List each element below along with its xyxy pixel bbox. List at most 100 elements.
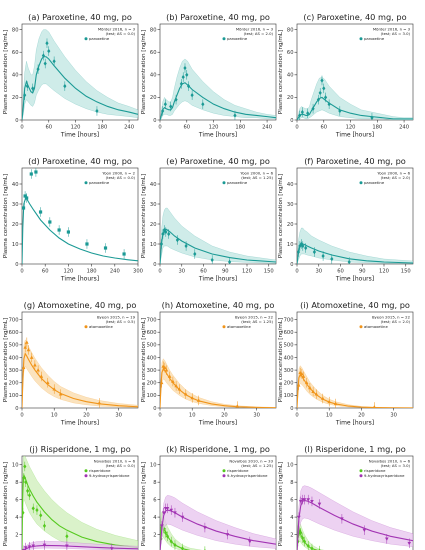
axes-frame xyxy=(21,167,139,265)
y-tick-label: 80 xyxy=(287,27,294,33)
data-point xyxy=(311,106,315,111)
x-tick-label: 0 xyxy=(158,125,161,131)
prediction-band-paroxetine xyxy=(297,76,413,120)
data-point xyxy=(333,401,338,405)
x-tick-label: 120 xyxy=(63,269,73,275)
legend-note: (test; AS = 0.5) xyxy=(106,319,136,324)
legend-marker xyxy=(359,181,363,185)
data-point xyxy=(31,506,35,511)
data-point xyxy=(161,511,166,515)
data-point xyxy=(23,92,27,98)
plot-area xyxy=(160,207,276,264)
prediction-band-9-hydroxyrisperidone xyxy=(297,485,413,550)
y-tick-label: 4 xyxy=(153,515,157,521)
legend-entry: paroxetine xyxy=(227,180,248,185)
y-tick-label: 8 xyxy=(15,480,18,486)
panel-title: (h) Atomoxetine, 40 mg, po xyxy=(162,300,275,310)
data-point xyxy=(301,243,305,249)
x-tick-label: 240 xyxy=(399,125,409,131)
data-point xyxy=(45,380,50,385)
y-axis-label: Plasma concentration [ng/mL] xyxy=(3,174,9,258)
legend-note: (test; AS = 0.0) xyxy=(106,463,136,468)
plot-area xyxy=(297,227,413,264)
x-tick-label: 0 xyxy=(158,269,161,275)
data-point xyxy=(48,220,52,224)
legend-source: Mörder 2016, n = 3 xyxy=(236,27,274,32)
y-tick-label: 8 xyxy=(153,480,156,486)
plot-area xyxy=(160,358,276,408)
x-tick-label: 240 xyxy=(110,269,120,275)
y-tick-label: 30 xyxy=(150,202,157,208)
legend-source: Byeon 2015, n = 19 xyxy=(97,315,136,320)
y-tick-label: 60 xyxy=(287,50,294,56)
legend-marker xyxy=(222,37,226,41)
panel-title: (l) Risperidone, 1 mg, po xyxy=(304,444,405,454)
plot-area xyxy=(297,75,413,120)
data-point xyxy=(174,97,178,102)
y-tick-label: 100 xyxy=(284,393,294,399)
data-point xyxy=(308,385,312,390)
legend: Yoon 2000, n = 2(test; AS = 0.0)paroxeti… xyxy=(84,171,136,185)
data-point xyxy=(193,251,197,257)
x-tick-label: 180 xyxy=(235,125,245,131)
legend-entry: 9-hydroxyrisperidone xyxy=(364,473,405,478)
panel-d: (d) Paroxetine, 40 mg, po0 60 120 180 240 300… xyxy=(3,156,143,283)
panel-title: (c) Paroxetine, 40 mg, po xyxy=(303,12,406,22)
y-tick-label: 500 xyxy=(147,343,157,349)
data-point xyxy=(22,475,26,481)
y-tick-label: 6 xyxy=(15,497,18,503)
data-point xyxy=(164,368,169,372)
y-tick-label: 500 xyxy=(284,343,294,349)
data-point xyxy=(25,340,29,344)
x-axis-label: Time [hours] xyxy=(60,132,99,139)
data-point xyxy=(190,395,195,400)
data-point xyxy=(41,53,46,58)
panel-k: (k) Risperidone, 1 mg, po02040600246810T… xyxy=(141,444,277,550)
x-tick-label: 90 xyxy=(359,269,366,275)
data-point xyxy=(299,530,303,535)
data-point xyxy=(23,546,28,550)
data-point xyxy=(45,41,49,46)
data-point xyxy=(180,546,185,550)
legend-entry: paroxetine xyxy=(364,180,385,185)
y-tick-label: 10 xyxy=(150,463,157,469)
prediction-line-paroxetine xyxy=(297,96,413,120)
legend-entry: atomoxetine xyxy=(227,324,251,329)
legend-note: (test; AS = 0.0) xyxy=(106,175,136,180)
y-tick-label: 2 xyxy=(15,532,18,538)
data-point xyxy=(306,111,310,116)
data-point xyxy=(160,380,164,385)
data-point xyxy=(203,526,207,530)
data-point xyxy=(302,539,307,544)
data-point xyxy=(57,228,61,232)
y-axis-label: Plasma concentration [ng/mL] xyxy=(3,462,9,546)
data-point xyxy=(29,172,33,176)
prediction-band-atomoxetine xyxy=(160,358,276,408)
legend-marker xyxy=(359,325,363,329)
prediction-band-atomoxetine xyxy=(297,365,413,408)
data-point xyxy=(38,210,43,214)
data-point xyxy=(372,404,376,408)
legend-source: Yoon 2000, n = 2 xyxy=(102,171,135,176)
panel-b: (b) Paroxetine, 40 mg, po 0 60 120 180 240 0 20… xyxy=(141,12,277,139)
plot-area xyxy=(297,485,413,550)
data-point xyxy=(52,59,56,64)
x-tick-label: 20 xyxy=(83,413,90,419)
y-tick-label: 2 xyxy=(290,532,293,538)
legend-marker xyxy=(222,325,226,329)
y-tick-label: 20 xyxy=(12,222,19,228)
x-tick-label: 0 xyxy=(295,269,298,275)
y-tick-label: 40 xyxy=(12,182,19,188)
y-tick-label: 600 xyxy=(284,330,294,336)
data-point xyxy=(27,493,32,498)
x-tick-label: 20 xyxy=(358,413,365,419)
data-point xyxy=(370,115,374,120)
x-axis-label: Time [hours] xyxy=(198,276,237,283)
panel-title: (e) Paroxetine, 40 mg, po xyxy=(166,156,270,166)
y-tick-label: 10 xyxy=(287,463,294,469)
data-point xyxy=(235,404,240,408)
plot-area xyxy=(160,58,276,120)
data-point xyxy=(201,101,205,107)
data-point xyxy=(302,498,307,502)
data-point xyxy=(298,113,302,118)
